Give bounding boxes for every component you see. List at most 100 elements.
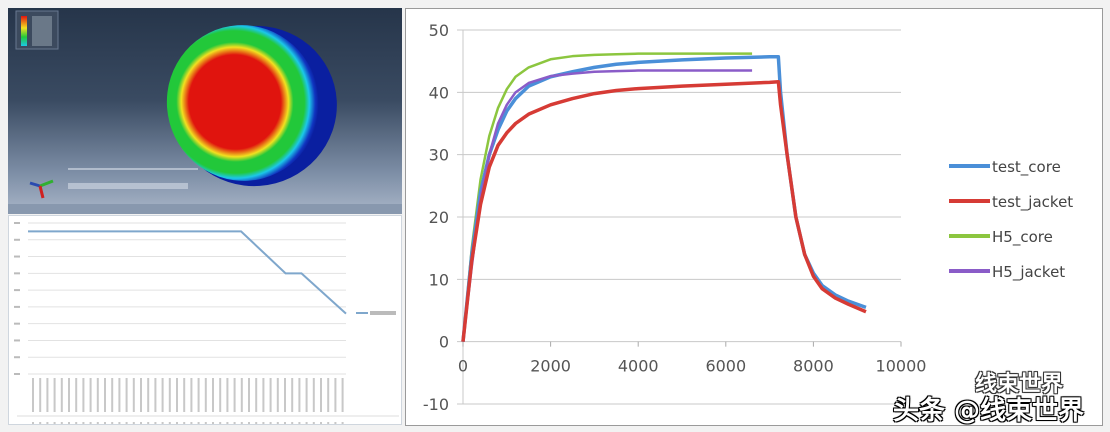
x-tick-label: 2000: [530, 357, 571, 376]
y-tick-label: [14, 272, 20, 275]
y-tick-label: [14, 373, 20, 375]
x-tick-label: [226, 422, 229, 432]
x-tick-label: [276, 422, 279, 432]
x-tick-label: [312, 378, 315, 412]
x-tick-label: [46, 422, 49, 432]
x-tick-label: [255, 378, 258, 412]
x-tick-label: [298, 422, 301, 432]
x-tick-label: [183, 422, 186, 432]
legend-label: test_jacket: [992, 193, 1073, 212]
x-tick-label: [204, 378, 207, 412]
x-tick-label: [39, 378, 42, 412]
x-tick-label: [96, 378, 99, 412]
x-tick-label: [39, 422, 42, 432]
x-tick-label: [341, 378, 344, 412]
series-line-test_core: [461, 55, 867, 342]
x-tick-label: [96, 422, 99, 432]
x-tick-label: [75, 422, 78, 432]
x-tick-label: [60, 378, 63, 412]
x-tick-label: [82, 422, 85, 432]
legend-label: [370, 311, 396, 315]
y-tick-label: [14, 322, 20, 325]
x-tick-label: [240, 422, 243, 432]
x-tick-label: [82, 378, 85, 412]
x-tick-label: [305, 422, 308, 432]
x-tick-label: 4000: [618, 357, 659, 376]
x-tick-label: [147, 378, 150, 412]
x-tick-label: [140, 378, 142, 412]
x-tick-label: [284, 378, 286, 412]
y-tick-label: 30: [429, 146, 449, 165]
x-tick-label: [89, 378, 92, 412]
x-tick-label: [240, 378, 243, 412]
x-tick-label: [176, 378, 178, 412]
series-line-H5_core: [461, 52, 753, 342]
legend-label: test_core: [992, 158, 1061, 177]
y-tick-label: [14, 356, 20, 359]
x-tick-label: [334, 378, 337, 412]
x-tick-label: [298, 378, 301, 412]
x-tick-label: [168, 378, 171, 412]
x-tick-label: [334, 422, 337, 432]
x-tick-label: [53, 422, 56, 432]
x-tick-label: [219, 378, 222, 412]
x-tick-label: [233, 422, 236, 432]
x-tick-label: [226, 378, 229, 412]
x-tick-label: [183, 378, 186, 412]
info-text: [68, 168, 198, 210]
part-contour: [166, 25, 320, 181]
main-chart-svg: -10 0 10 20 30 40 50 0 2000 4000 6000 8000 10000 test…: [423, 21, 1073, 414]
x-tick-label: [190, 378, 193, 412]
x-tick-label: [154, 422, 157, 432]
x-tick-label: [147, 422, 150, 432]
x-tick-label: 8000: [793, 357, 834, 376]
series-line-test_jacket: [461, 79, 867, 342]
x-tick-label: [68, 378, 70, 412]
x-tick-label: [140, 422, 142, 432]
x-tick-label: [291, 422, 294, 432]
simulation-contour-view: [8, 8, 402, 214]
x-tick-label: [327, 422, 330, 432]
x-tick-label: [132, 378, 135, 412]
x-tick-label: [269, 378, 272, 412]
y-tick-label: [14, 238, 20, 241]
x-tick-label: 0: [458, 357, 468, 376]
x-tick-label: [89, 422, 92, 432]
temperature-line-chart: -10 0 10 20 30 40 50 0 2000 4000 6000 8000 10000 test…: [405, 8, 1103, 426]
x-tick-label: [118, 422, 121, 432]
simulation-render: [8, 10, 402, 214]
x-tick-label: [60, 422, 63, 432]
x-tick-label: [176, 422, 178, 432]
x-tick-label: [53, 378, 56, 412]
x-tick-label: [320, 378, 322, 412]
x-tick-label: [219, 422, 222, 432]
y-tick-label: -10: [423, 395, 449, 414]
x-tick-label: [154, 378, 157, 412]
y-tick-label: [14, 339, 20, 342]
x-tick-label: [125, 422, 128, 432]
legend-values: [32, 16, 52, 46]
y-tick-label: [14, 305, 20, 308]
axis-triad-icon: [29, 179, 54, 199]
x-tick-label: [305, 378, 308, 412]
series-line-H5_jacket: [461, 69, 753, 342]
x-tick-label: [190, 422, 193, 432]
x-tick-label: [111, 422, 114, 432]
x-tick-label: [255, 422, 258, 432]
x-tick-label: 6000: [705, 357, 746, 376]
color-scale-legend: [21, 16, 27, 46]
x-tick-label: [262, 378, 265, 412]
x-tick-label: [104, 378, 106, 412]
x-tick-label: [32, 378, 34, 412]
x-tick-label: [327, 378, 330, 412]
x-tick-label: [197, 422, 200, 432]
x-tick-label: [276, 378, 279, 412]
x-tick-label: [125, 378, 128, 412]
x-tick-label: [68, 422, 70, 432]
x-tick-label: [75, 378, 78, 412]
x-tick-label: [212, 422, 214, 432]
x-tick-label: [118, 378, 121, 412]
x-tick-label: [248, 378, 250, 412]
y-tick-label: 40: [429, 83, 449, 102]
y-tick-label: 0: [439, 333, 449, 352]
